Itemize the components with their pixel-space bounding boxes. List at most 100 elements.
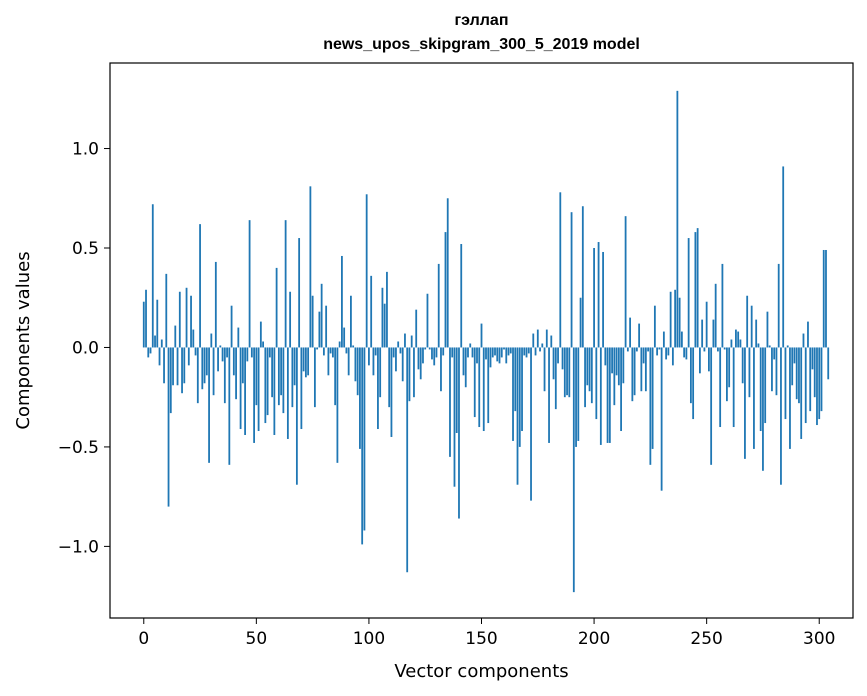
bar-component-122 bbox=[417, 347, 420, 370]
bar-component-120 bbox=[413, 347, 415, 398]
x-tick-label: 150 bbox=[465, 629, 497, 649]
bar-component-238 bbox=[678, 297, 681, 348]
bar-component-207 bbox=[608, 347, 611, 443]
bar-component-276 bbox=[764, 347, 767, 424]
bar-component-141 bbox=[460, 244, 463, 348]
bar-component-50 bbox=[255, 347, 258, 406]
bar-component-148 bbox=[476, 347, 478, 364]
bar-component-116 bbox=[404, 333, 406, 348]
bar-component-304 bbox=[827, 347, 830, 380]
bar-component-86 bbox=[336, 347, 339, 463]
bar-component-128 bbox=[431, 347, 433, 360]
bar-component-103 bbox=[374, 347, 377, 356]
bar-component-232 bbox=[665, 347, 668, 360]
bar-component-283 bbox=[780, 347, 782, 485]
bar-component-91 bbox=[347, 347, 350, 376]
bar-component-190 bbox=[570, 212, 573, 348]
bar-component-224 bbox=[647, 347, 650, 352]
bar-component-202 bbox=[597, 242, 600, 348]
x-tick-label: 100 bbox=[353, 629, 385, 649]
bar-component-54 bbox=[264, 347, 267, 424]
bar-component-52 bbox=[259, 321, 262, 348]
bar-component-23 bbox=[194, 347, 197, 356]
bar-component-107 bbox=[383, 303, 386, 348]
bar-component-303 bbox=[825, 249, 827, 348]
bar-component-301 bbox=[820, 347, 823, 412]
bar-component-252 bbox=[710, 347, 713, 465]
bar-component-156 bbox=[494, 347, 496, 356]
bar-component-94 bbox=[354, 347, 357, 382]
bar-component-77 bbox=[316, 347, 319, 350]
bar-component-268 bbox=[746, 295, 749, 348]
bar-component-41 bbox=[235, 347, 237, 400]
x-tick-label: 300 bbox=[803, 629, 835, 649]
bar-component-294 bbox=[804, 347, 807, 424]
bar-component-256 bbox=[719, 347, 722, 428]
bar-component-171 bbox=[527, 347, 530, 354]
bar-component-198 bbox=[588, 347, 591, 392]
x-tick-label: 200 bbox=[578, 629, 610, 649]
bar-component-206 bbox=[606, 347, 609, 443]
x-tick-label: 50 bbox=[246, 629, 268, 649]
bar-component-69 bbox=[298, 238, 301, 348]
bar-component-146 bbox=[471, 347, 474, 358]
y-tick-label: 0.0 bbox=[72, 338, 99, 358]
bar-component-121 bbox=[415, 309, 418, 348]
bar-component-242 bbox=[687, 238, 690, 348]
bar-component-59 bbox=[275, 267, 278, 348]
bar-component-285 bbox=[784, 347, 787, 420]
bar-component-243 bbox=[689, 347, 692, 404]
bar-component-80 bbox=[322, 347, 325, 356]
bar-component-65 bbox=[289, 291, 292, 348]
bar-component-71 bbox=[302, 347, 305, 372]
bar-component-126 bbox=[426, 293, 429, 348]
bar-component-296 bbox=[809, 347, 812, 412]
bar-component-34 bbox=[219, 345, 222, 348]
bar-component-230 bbox=[660, 347, 663, 491]
bar-component-229 bbox=[658, 347, 661, 350]
bar-component-277 bbox=[766, 311, 769, 348]
bar-component-113 bbox=[397, 341, 400, 348]
bar-component-192 bbox=[575, 347, 577, 447]
bar-component-271 bbox=[753, 347, 755, 449]
y-tick-label: 1.0 bbox=[72, 140, 99, 160]
bar-component-249 bbox=[703, 347, 706, 352]
bar-component-195 bbox=[581, 206, 584, 348]
bar-component-101 bbox=[370, 275, 373, 348]
bar-component-184 bbox=[557, 347, 559, 364]
bar-component-240 bbox=[683, 347, 686, 358]
bar-component-114 bbox=[399, 347, 402, 354]
bar-component-233 bbox=[667, 347, 670, 356]
bar-component-134 bbox=[444, 232, 447, 348]
bar-component-17 bbox=[181, 347, 183, 394]
bar-component-168 bbox=[521, 347, 523, 432]
bar-component-78 bbox=[318, 311, 321, 348]
bar-component-48 bbox=[250, 347, 253, 358]
bar-component-115 bbox=[401, 347, 404, 382]
bar-component-181 bbox=[550, 335, 553, 348]
bar-component-278 bbox=[768, 345, 771, 348]
bar-component-280 bbox=[773, 347, 776, 360]
bar-component-138 bbox=[453, 347, 456, 487]
bar-component-167 bbox=[518, 347, 521, 447]
bar-component-293 bbox=[802, 333, 805, 348]
bar-component-143 bbox=[464, 347, 467, 388]
bars-group bbox=[142, 90, 830, 593]
y-axis-ticks: −1.0 −0.5 0.0 0.5 1.0 bbox=[58, 140, 110, 557]
bar-component-248 bbox=[701, 319, 704, 348]
bar-component-81 bbox=[325, 305, 328, 348]
y-tick-label: −0.5 bbox=[58, 438, 99, 458]
bar-component-185 bbox=[559, 192, 562, 348]
bar-component-79 bbox=[320, 283, 323, 348]
bar-component-133 bbox=[442, 347, 445, 356]
bar-component-165 bbox=[514, 347, 517, 412]
bar-component-264 bbox=[737, 331, 740, 348]
bar-component-159 bbox=[500, 347, 503, 358]
bar-component-6 bbox=[156, 299, 159, 348]
bar-component-145 bbox=[469, 343, 472, 348]
x-axis-label: Vector components bbox=[394, 661, 568, 682]
bar-component-201 bbox=[595, 347, 598, 420]
bar-component-93 bbox=[352, 345, 355, 348]
bar-component-222 bbox=[642, 347, 645, 364]
